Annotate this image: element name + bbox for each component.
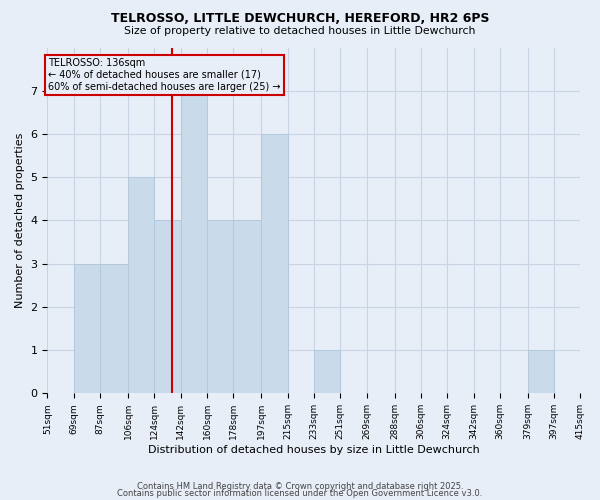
Text: Contains HM Land Registry data © Crown copyright and database right 2025.: Contains HM Land Registry data © Crown c… — [137, 482, 463, 491]
Bar — [128, 177, 154, 394]
Bar — [154, 220, 181, 394]
Bar — [528, 350, 554, 394]
Y-axis label: Number of detached properties: Number of detached properties — [15, 132, 25, 308]
Text: Contains public sector information licensed under the Open Government Licence v3: Contains public sector information licen… — [118, 490, 482, 498]
Bar — [74, 264, 100, 394]
Bar — [100, 264, 128, 394]
X-axis label: Distribution of detached houses by size in Little Dewchurch: Distribution of detached houses by size … — [148, 445, 480, 455]
Bar — [233, 220, 261, 394]
Bar — [580, 350, 600, 394]
Bar — [181, 90, 207, 394]
Bar — [314, 350, 340, 394]
Bar — [261, 134, 287, 394]
Text: TELROSSO, LITTLE DEWCHURCH, HEREFORD, HR2 6PS: TELROSSO, LITTLE DEWCHURCH, HEREFORD, HR… — [111, 12, 489, 26]
Text: Size of property relative to detached houses in Little Dewchurch: Size of property relative to detached ho… — [124, 26, 476, 36]
Bar — [207, 220, 233, 394]
Text: TELROSSO: 136sqm
← 40% of detached houses are smaller (17)
60% of semi-detached : TELROSSO: 136sqm ← 40% of detached house… — [48, 58, 281, 92]
